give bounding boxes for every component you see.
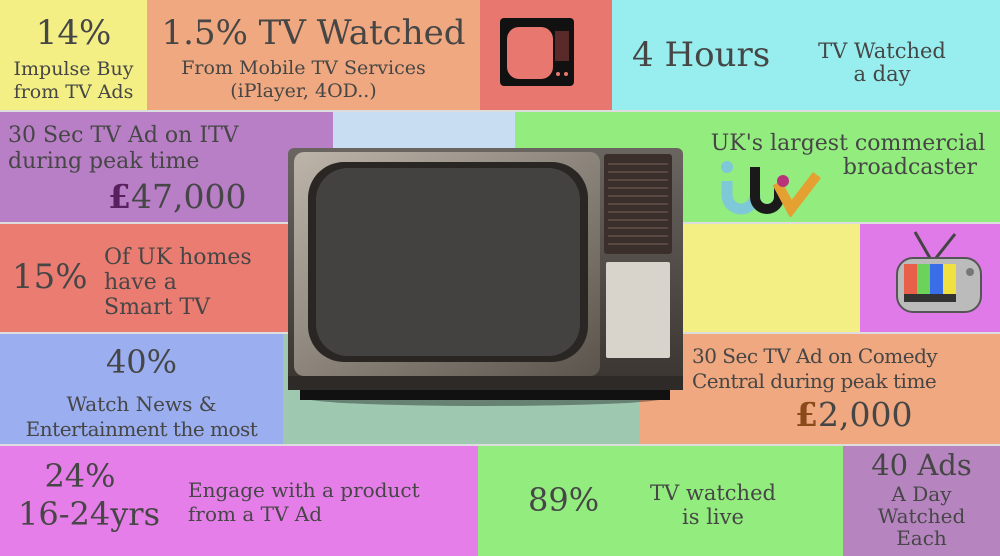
- stat-label: Smart TV: [104, 295, 210, 320]
- stat-label: from TV Ads: [13, 81, 134, 103]
- stat-label: a day: [853, 62, 911, 86]
- stat-value: 14%: [35, 13, 112, 53]
- stat-label: TV watched: [650, 481, 776, 505]
- stat-label: (iPlayer, 4OD..): [230, 80, 377, 102]
- stat-price: £2,000: [795, 395, 913, 434]
- tile-cartoon-tv: [860, 224, 1000, 332]
- tile-comedy: 30 Sec TV Ad on Comedy Central during pe…: [640, 334, 1000, 444]
- tile-hours: 4 Hours TV Watched a day: [612, 0, 1000, 110]
- stat-value: 40%: [105, 343, 178, 381]
- stat-label: is live: [682, 505, 744, 529]
- price-value: 2,000: [817, 395, 913, 434]
- retro-tv-illustration: [288, 148, 683, 406]
- stat-label: Engage with a product: [188, 478, 420, 502]
- price-value: 47,000: [130, 177, 247, 216]
- tile-ads: 40 Ads A Day Watched Each: [843, 446, 1000, 556]
- stat-label: TV Watched: [818, 39, 946, 63]
- stat-label: Of UK homes: [104, 245, 252, 270]
- stat-value: 1.5% TV Watched: [161, 13, 466, 53]
- pound-sign: £: [108, 177, 131, 216]
- stat-price: £47,000: [108, 177, 247, 216]
- small-tv-icon: [500, 18, 574, 86]
- stat-value: 15%: [12, 257, 88, 297]
- tile-impulse: 14% Impulse Buy from TV Ads: [0, 0, 147, 110]
- tile-news: 40% Watch News & Entertainment the most: [0, 334, 283, 444]
- stat-value: 24%: [44, 457, 116, 495]
- stat-label: broadcaster: [842, 155, 978, 180]
- tile-small-tv: [480, 0, 612, 110]
- stat-label: A Day: [891, 482, 952, 506]
- stat-label: Watched: [877, 504, 966, 528]
- tile-mobile: 1.5% TV Watched From Mobile TV Services …: [147, 0, 480, 110]
- stat-value: 40 Ads: [871, 448, 972, 482]
- stat-label: Impulse Buy: [13, 58, 134, 80]
- stat-label: Entertainment the most: [25, 417, 258, 441]
- stat-label: have a: [104, 270, 177, 295]
- stat-label: from a TV Ad: [188, 502, 322, 526]
- stat-value: 89%: [528, 481, 600, 519]
- stat-label: Central during peak time: [692, 369, 937, 393]
- stat-label: 30 Sec TV Ad on ITV: [8, 123, 239, 148]
- stat-label: 30 Sec TV Ad on Comedy: [692, 344, 938, 368]
- stat-label: From Mobile TV Services: [181, 57, 426, 79]
- stat-value: 16-24yrs: [17, 495, 161, 533]
- stat-value: 4 Hours: [632, 35, 771, 75]
- stat-label: UK's largest commercial: [710, 131, 986, 156]
- tile-engage: 24% 16-24yrs Engage with a product from …: [0, 446, 478, 556]
- itv-logo: [721, 161, 821, 217]
- stat-label: during peak time: [8, 149, 200, 174]
- cartoon-tv-icon: [896, 231, 982, 313]
- pound-sign: £: [795, 395, 818, 434]
- stat-label: Watch News &: [66, 392, 217, 416]
- tile-itv-ad: 30 Sec TV Ad on ITV during peak time £47…: [0, 112, 333, 222]
- stat-label: Each: [896, 526, 947, 550]
- tile-live: 89% TV watched is live: [478, 446, 843, 556]
